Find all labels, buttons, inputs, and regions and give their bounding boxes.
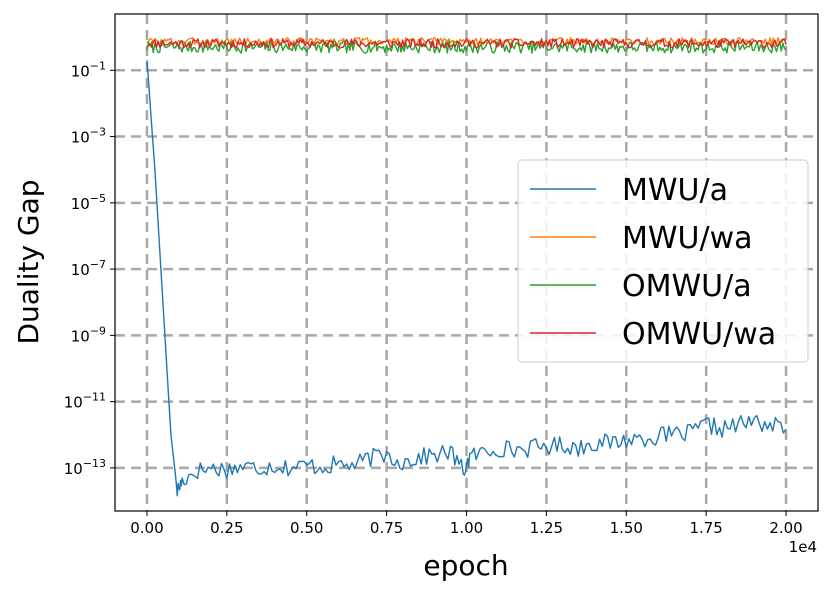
series-line-mwu-a: [146, 60, 787, 497]
y-tick-label: 10−11: [64, 391, 106, 412]
x-tick-label: 0.00: [130, 519, 163, 537]
x-axis-offset-text: 1e4: [789, 538, 817, 556]
series-line-omwu-a: [146, 40, 787, 54]
x-axis-ticks: 0.00 0.25 0.50 0.75 1.00 1.25 1.50 1.75 2.00: [130, 511, 803, 537]
x-tick-label: 2.00: [769, 519, 802, 537]
y-axis-ticks: 10−1 10−3 10−5 10−7 10−9 10−11 10−13: [64, 59, 115, 478]
series-line-omwu-wa: [146, 38, 787, 49]
x-tick-label: 0.50: [290, 519, 323, 537]
x-tick-label: 1.50: [610, 519, 643, 537]
y-tick-label: 10−1: [71, 59, 106, 80]
x-tick-label: 1.75: [689, 519, 722, 537]
legend-box: [517, 159, 809, 363]
legend-label: OMWU/wa: [622, 317, 776, 352]
x-tick-label: 1.25: [530, 519, 563, 537]
legend-label: MWU/a: [622, 173, 728, 208]
y-axis-title: Duality Gap: [12, 179, 45, 344]
x-tick-label: 0.25: [210, 519, 243, 537]
x-tick-label: 1.00: [450, 519, 483, 537]
y-tick-label: 10−9: [71, 324, 106, 345]
x-tick-label: 0.75: [370, 519, 403, 537]
series-lines: [146, 37, 787, 497]
legend: MWU/a MWU/wa OMWU/a OMWU/wa: [517, 159, 809, 363]
legend-label: MWU/wa: [622, 221, 753, 256]
y-tick-label: 10−7: [71, 258, 106, 279]
y-tick-label: 10−13: [64, 457, 106, 478]
x-axis-title: epoch: [423, 549, 508, 582]
grid-lines: [115, 14, 818, 511]
y-tick-label: 10−5: [71, 192, 106, 213]
legend-label: OMWU/a: [622, 269, 752, 304]
y-tick-label: 10−3: [71, 126, 106, 147]
series-line-mwu-wa: [146, 37, 787, 46]
